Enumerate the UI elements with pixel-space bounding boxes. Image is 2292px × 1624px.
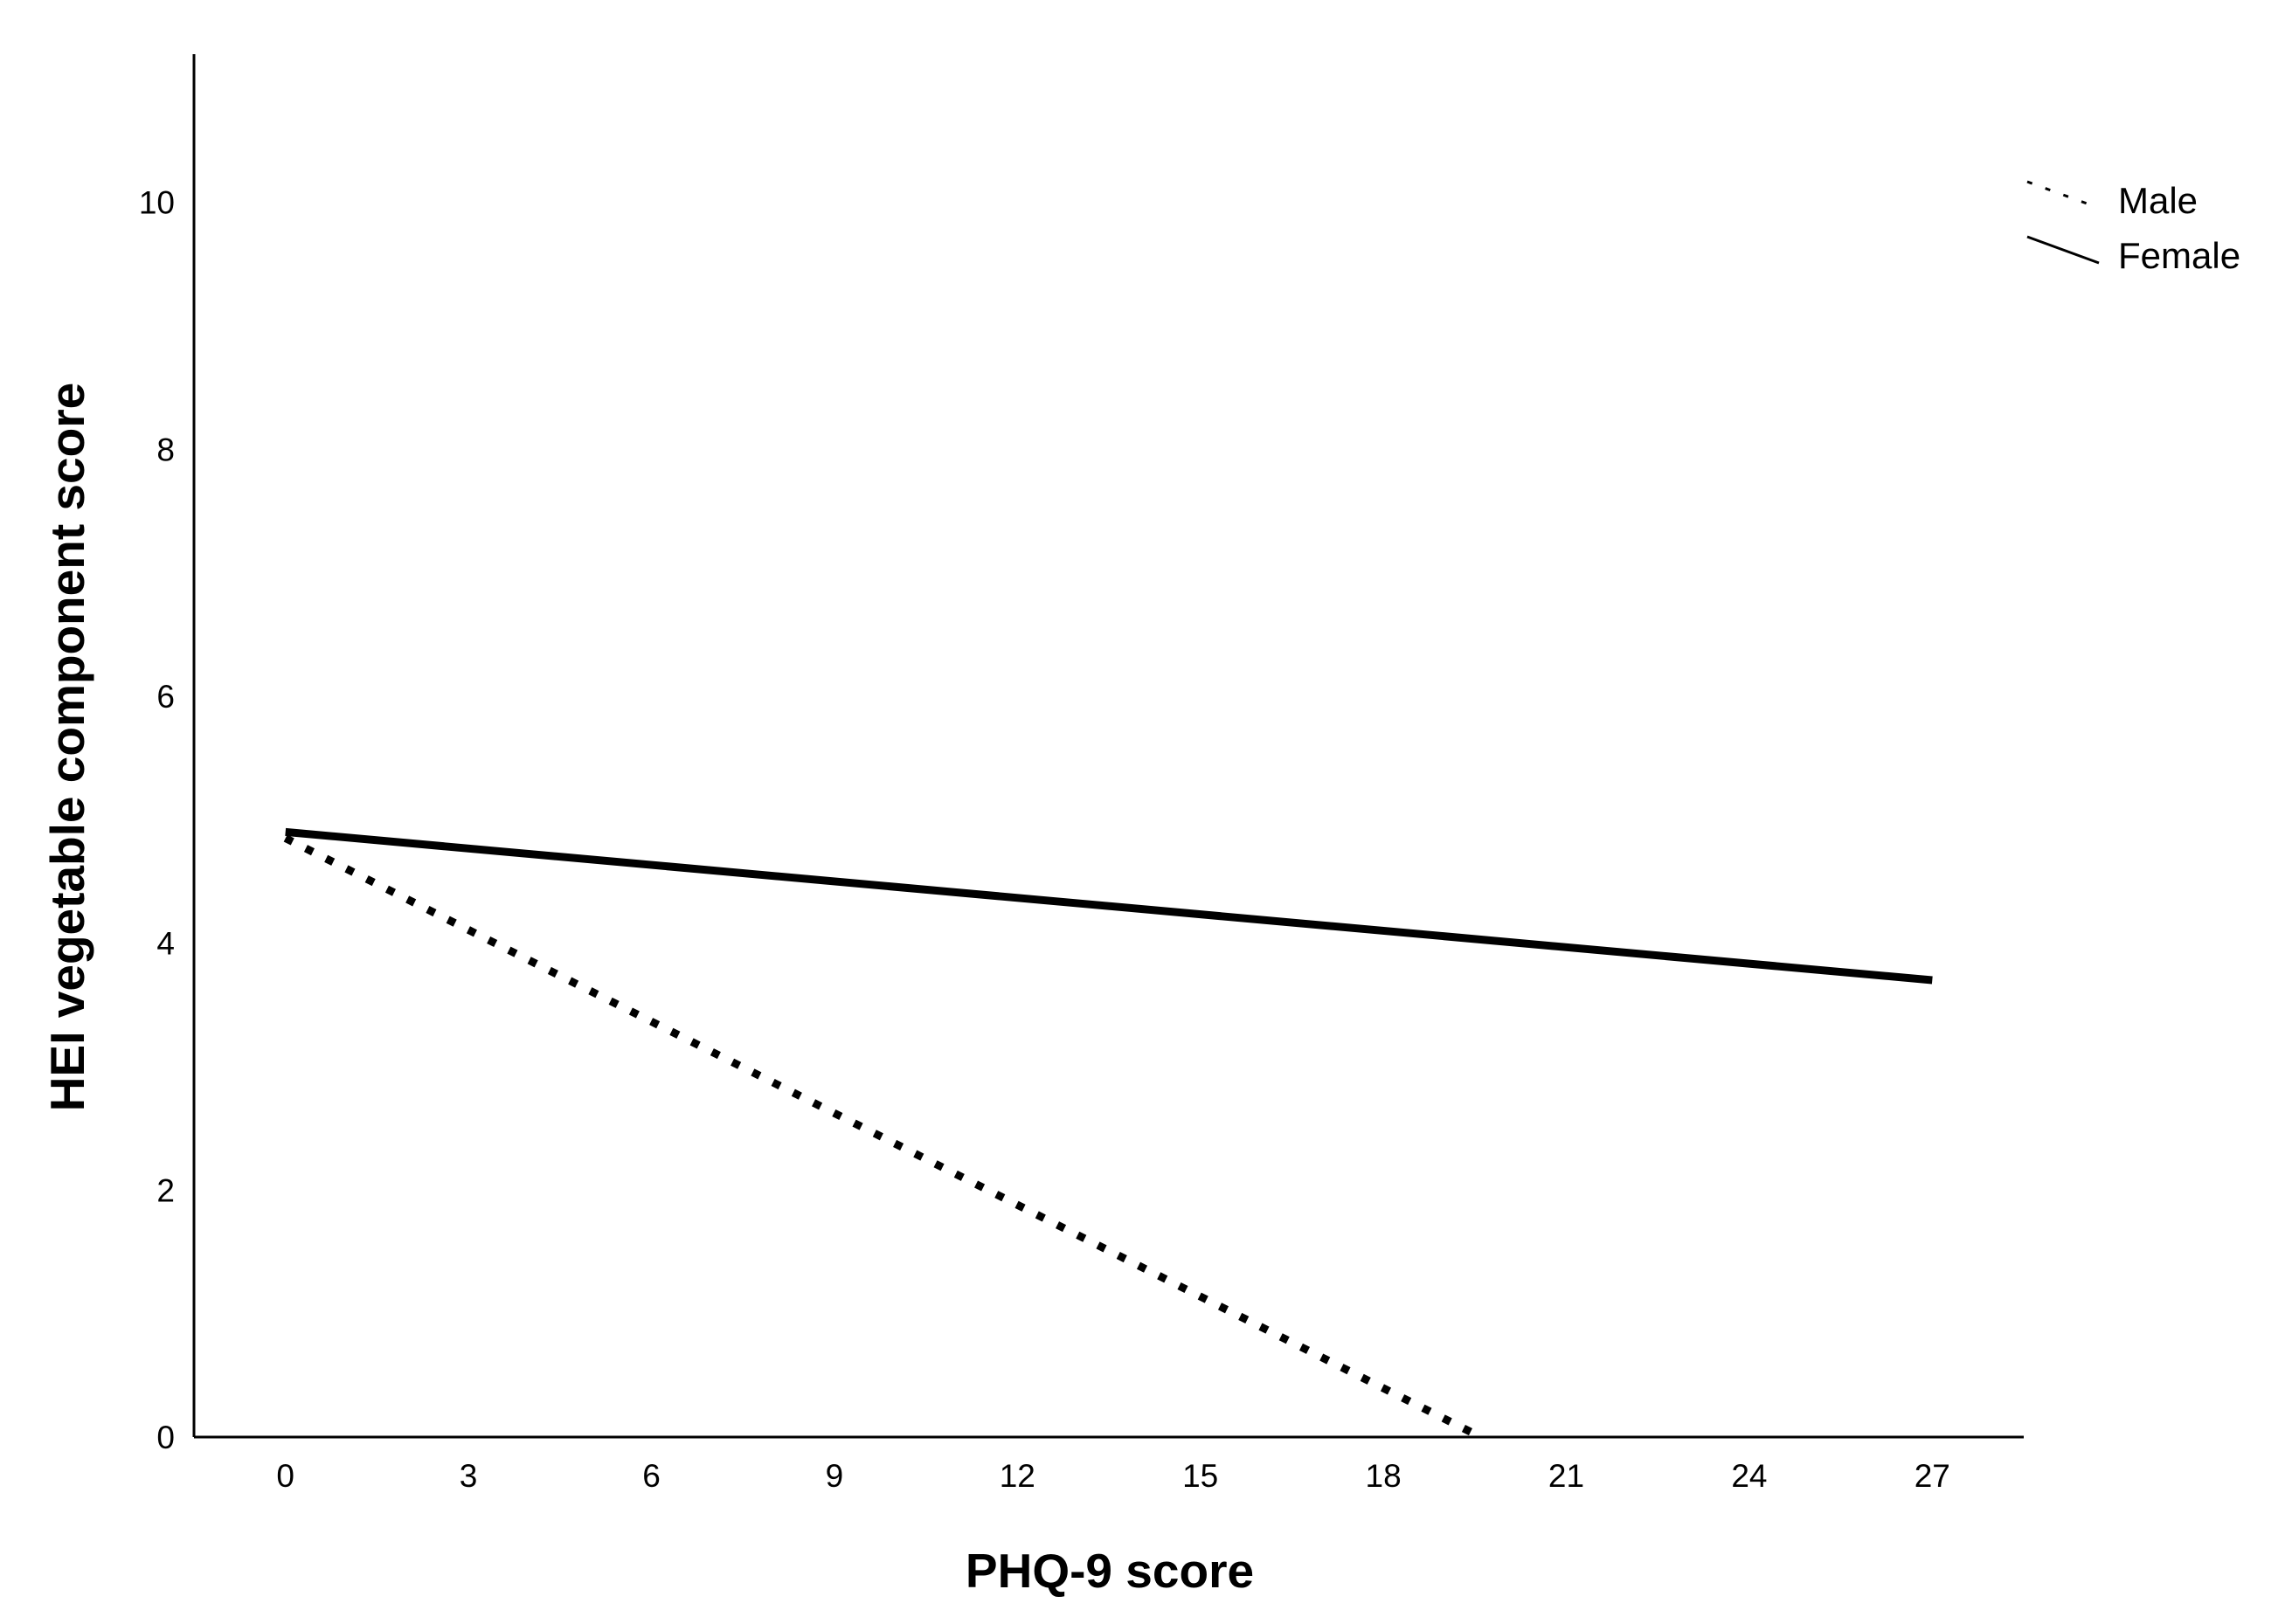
x-tick-label: 21 (1548, 1458, 1584, 1494)
legend-label-male: Male (2118, 180, 2198, 221)
x-tick-label: 12 (1000, 1458, 1035, 1494)
series-layer (283, 827, 1933, 1441)
x-tick-label: 6 (642, 1458, 661, 1494)
x-tick-label: 24 (1731, 1458, 1767, 1494)
legend-label-female: Female (2118, 235, 2240, 276)
legend-swatch-female (2026, 235, 2100, 265)
y-axis-title: HEI vegetable component score (40, 383, 94, 1111)
y-axis-ticks: 0 2 4 6 8 10 (139, 185, 175, 1455)
series-line-male (283, 834, 1483, 1441)
y-tick-label: 2 (156, 1172, 175, 1208)
series-line-female (285, 827, 1933, 985)
x-tick-label: 9 (826, 1458, 844, 1494)
x-tick-label: 0 (276, 1458, 294, 1494)
x-axis-ticks: 0 3 6 9 12 15 18 21 24 27 (276, 1458, 1949, 1494)
legend: Male Female (2026, 180, 2240, 276)
x-tick-label: 15 (1182, 1458, 1218, 1494)
y-tick-label: 10 (139, 185, 175, 221)
y-tick-label: 0 (156, 1420, 175, 1455)
y-tick-label: 4 (156, 926, 175, 962)
legend-swatch-male (2026, 180, 2100, 210)
x-axis-title: PHQ-9 score (966, 1544, 1254, 1598)
y-tick-label: 6 (156, 679, 175, 715)
x-tick-label: 27 (1915, 1458, 1950, 1494)
y-tick-label: 8 (156, 432, 175, 467)
x-tick-label: 3 (460, 1458, 478, 1494)
x-tick-label: 18 (1366, 1458, 1402, 1494)
